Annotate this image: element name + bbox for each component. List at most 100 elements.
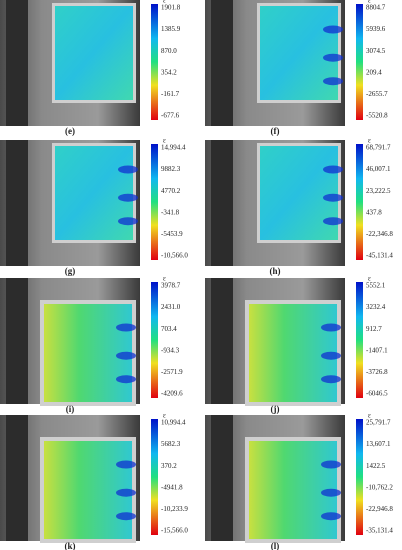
colorbar-tick-label: -2655.7 [366, 90, 388, 98]
photo-edge [211, 140, 233, 266]
strain-field [55, 6, 133, 100]
colorbar-symbol: ε [163, 412, 166, 420]
colorbar-tick-label: -934.3 [161, 346, 180, 354]
colorbar-tick-label: 3978.7 [161, 282, 181, 290]
colorbar-tick-label: 1385.9 [161, 25, 181, 33]
colorbar [151, 144, 158, 260]
strain-spot [323, 217, 343, 226]
colorbar-tick-label: -22,946.8 [366, 505, 393, 513]
panel-label: (h) [270, 266, 281, 276]
colorbar-tick-label: 1901.8 [161, 4, 181, 12]
strain-spot [323, 25, 343, 34]
colorbar [151, 4, 158, 120]
colorbar-tick-label: 870.0 [161, 47, 177, 55]
panel: ε14,994.4 9882.3 4770.2 -341.8 -5453.9 -10,56… [0, 137, 188, 276]
colorbar-tick-label: 23,222.5 [366, 187, 391, 195]
strain-spot [323, 165, 343, 174]
colorbar-tick-label: 5682.3 [161, 440, 181, 448]
colorbar-symbol: ε [163, 137, 166, 145]
colorbar-tick-label: 13,607.1 [366, 440, 391, 448]
colorbar [356, 4, 363, 120]
panel-label: (l) [271, 541, 280, 550]
colorbar-tick-label: -677.6 [161, 112, 180, 120]
strain-spot [116, 375, 136, 384]
colorbar-tick-label: -1407.1 [366, 346, 388, 354]
colorbar-tick-label: -10,566.0 [161, 252, 188, 260]
strain-field [260, 146, 338, 240]
colorbar [356, 144, 363, 260]
strain-field [249, 304, 337, 402]
strain-field [44, 441, 132, 539]
colorbar-tick-label: -5520.8 [366, 112, 388, 120]
colorbar-tick-label: 5939.6 [366, 25, 386, 33]
colorbar [151, 282, 158, 398]
photo-edge [6, 0, 28, 126]
colorbar-tick-label: 10,994.4 [161, 419, 186, 427]
colorbar [356, 419, 363, 535]
strain-spot [321, 460, 341, 469]
colorbar-tick-label: 68,791.7 [366, 144, 391, 152]
colorbar-symbol: ε [368, 412, 371, 420]
strain-field [44, 304, 132, 402]
colorbar-tick-label: -3726.8 [366, 368, 388, 376]
colorbar-tick-label: 209.4 [366, 68, 382, 76]
colorbar [151, 419, 158, 535]
panel: ε68,791.7 46,007.1 23,222.5 437.8 -22,346.8 -… [205, 137, 393, 276]
strain-spot [321, 488, 341, 497]
colorbar-tick-label: 5552.1 [366, 282, 386, 290]
photo-edge [6, 140, 28, 266]
colorbar-tick-label: -45,131.4 [366, 252, 393, 260]
panel: ε25,791.7 13,607.1 1422.5 -10,762.2 -22,946.… [205, 412, 393, 550]
colorbar-tick-label: 4770.2 [161, 187, 181, 195]
colorbar-tick-label: -4941.8 [161, 483, 183, 491]
colorbar-tick-label: 14,994.4 [161, 144, 186, 152]
colorbar-tick-label: -35,131.4 [366, 527, 393, 535]
colorbar-tick-label: 2431.0 [161, 303, 181, 311]
colorbar-tick-label: -5453.9 [161, 230, 183, 238]
colorbar-tick-label: -10,762.2 [366, 483, 393, 491]
panel-label: (f) [271, 126, 280, 136]
photo-edge [6, 415, 28, 541]
colorbar-tick-label: -341.8 [161, 208, 180, 216]
colorbar-tick-label: -6046.5 [366, 390, 388, 398]
panel-label: (g) [65, 266, 76, 276]
panel-label: (e) [65, 126, 75, 136]
colorbar [356, 282, 363, 398]
colorbar-tick-label: 46,007.1 [366, 165, 391, 173]
colorbar-tick-label: -22,346.8 [366, 230, 393, 238]
strain-field [55, 146, 133, 240]
panel-label: (i) [66, 404, 75, 414]
strain-spot [323, 53, 343, 62]
photo-edge [211, 415, 233, 541]
colorbar-tick-label: -161.7 [161, 90, 180, 98]
colorbar-tick-label: -4209.6 [161, 390, 183, 398]
colorbar-symbol: ε [368, 275, 371, 283]
colorbar-tick-label: 25,791.7 [366, 419, 391, 427]
colorbar-symbol: ε [163, 0, 166, 5]
strain-spot [321, 351, 341, 360]
strain-spot [116, 488, 136, 497]
panel: ε10,994.4 5682.3 370.2 -4941.8 -10,233.9 -15,… [0, 412, 188, 550]
colorbar-tick-label: 370.2 [161, 462, 177, 470]
panel-label: (j) [271, 404, 280, 414]
strain-spot [116, 512, 136, 521]
colorbar-tick-label: 9882.3 [161, 165, 181, 173]
colorbar-tick-label: 912.7 [366, 325, 382, 333]
strain-spot [321, 512, 341, 521]
colorbar-symbol: ε [368, 0, 371, 5]
colorbar-symbol: ε [163, 275, 166, 283]
photo-edge [6, 278, 28, 404]
strain-spot [321, 323, 341, 332]
photo-edge [211, 278, 233, 404]
strain-field [249, 441, 337, 539]
panel-label: (k) [65, 541, 76, 550]
strain-field [260, 6, 338, 100]
colorbar-tick-label: 3074.5 [366, 47, 386, 55]
colorbar-tick-label: -10,233.9 [161, 505, 188, 513]
photo-edge [211, 0, 233, 126]
